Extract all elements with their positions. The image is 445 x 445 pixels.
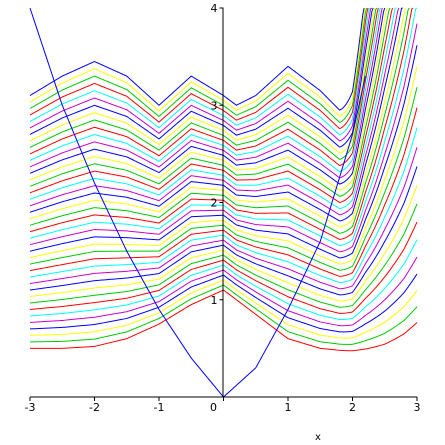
family-curve xyxy=(29,7,382,173)
family-curve xyxy=(29,7,386,185)
y-ticks: 1 2 3 4 xyxy=(211,2,224,307)
family-curve xyxy=(29,7,375,154)
family-curve xyxy=(29,7,388,191)
y-tick-label: 1 xyxy=(211,294,218,307)
x-ticks: -3 -2 -1 0 1 2 3 xyxy=(25,397,421,414)
x-axis-label: x xyxy=(315,432,321,443)
family-curve xyxy=(29,7,383,179)
family-curve xyxy=(29,7,378,160)
main-series xyxy=(29,7,366,398)
x-tick-label: -3 xyxy=(25,401,36,414)
family-curve xyxy=(29,7,406,228)
family-curve xyxy=(29,7,369,130)
x-tick-label: 2 xyxy=(349,401,356,414)
family-curve xyxy=(29,7,397,210)
x-tick-label: -1 xyxy=(154,401,165,414)
series-line xyxy=(29,7,366,398)
family-curve xyxy=(29,7,366,117)
family-curve xyxy=(29,7,370,136)
family-curve xyxy=(29,7,365,111)
family-curve xyxy=(29,7,379,167)
x-tick-label: 0 xyxy=(210,401,217,414)
y-tick-label: 4 xyxy=(211,2,218,15)
family-curve xyxy=(29,7,391,197)
x-tick-label: 3 xyxy=(414,401,421,414)
x-tick-label: -2 xyxy=(89,401,100,414)
family-curve xyxy=(29,7,400,216)
family-curve xyxy=(29,7,374,148)
family-curve xyxy=(29,7,368,124)
family-curve xyxy=(29,7,373,142)
family-curve xyxy=(29,7,414,240)
family-curve xyxy=(29,7,410,234)
y-tick-label: 2 xyxy=(211,197,218,210)
x-tick-label: 1 xyxy=(285,401,292,414)
y-tick-label: 3 xyxy=(211,99,218,112)
family-curve xyxy=(29,7,403,222)
